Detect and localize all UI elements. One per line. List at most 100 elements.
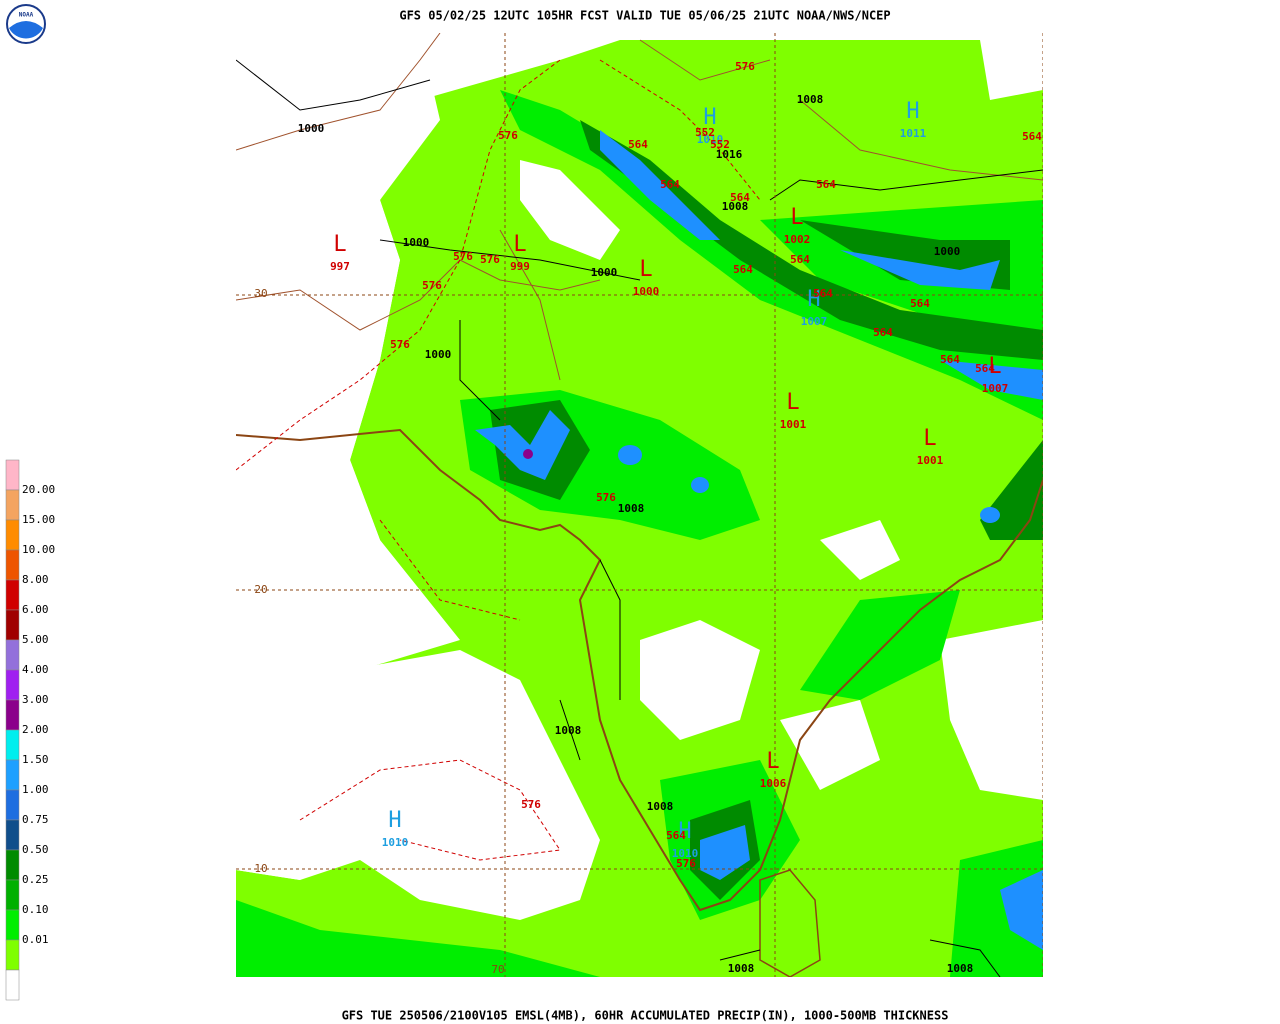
- legend-label: 15.00: [22, 513, 55, 526]
- isobar-label: 1000: [298, 122, 325, 135]
- legend-label: 1.00: [22, 783, 49, 796]
- thickness-label: 564: [1022, 130, 1042, 143]
- legend-swatch: [5, 639, 20, 671]
- legend-swatch: [5, 969, 20, 1001]
- isobar-label: 1008: [947, 962, 974, 975]
- thickness-label: 576: [422, 279, 442, 292]
- legend-swatch: [5, 819, 20, 851]
- pressure-value: 1007: [982, 382, 1009, 395]
- thickness-label: 576: [596, 491, 616, 504]
- legend-label: 6.00: [22, 603, 49, 616]
- map-area: [236, 33, 1043, 977]
- legend-swatch: [5, 549, 20, 581]
- thickness-label: 552: [710, 138, 730, 151]
- pressure-symbol: L: [790, 205, 803, 230]
- svg-text:NOAA: NOAA: [19, 12, 34, 19]
- legend-label: 3.00: [22, 693, 49, 706]
- map-title: GFS 05/02/25 12UTC 105HR FCST VALID TUE …: [399, 9, 890, 23]
- legend-swatch: [5, 849, 20, 881]
- legend-label: 10.00: [22, 543, 55, 556]
- legend-label: 20.00: [22, 483, 55, 496]
- thickness-label: 564: [733, 263, 753, 276]
- thickness-label: 564: [730, 191, 750, 204]
- legend-label: 2.00: [22, 723, 49, 736]
- pressure-symbol: H: [807, 287, 820, 312]
- pressure-value: 1010: [672, 847, 699, 860]
- legend-swatch: [5, 909, 20, 941]
- isobar-label: 1008: [722, 200, 749, 213]
- legend-swatch: [5, 939, 20, 971]
- legend-label: 0.25: [22, 873, 49, 886]
- isobar-label: 1016: [716, 148, 743, 161]
- pressure-value: 1006: [760, 777, 787, 790]
- thickness-label: 576: [735, 60, 755, 73]
- legend-swatch: [5, 759, 20, 791]
- grid-label: 20: [254, 583, 267, 596]
- noaa-logo: NOAA: [6, 4, 46, 44]
- legend-swatch: [5, 579, 20, 611]
- map-caption: GFS TUE 250506/2100V105 EMSL(4MB), 60HR …: [342, 1009, 949, 1023]
- pressure-value: 1011: [900, 127, 927, 140]
- pressure-symbol: L: [766, 749, 779, 774]
- legend-swatch: [5, 609, 20, 641]
- thickness-label: 564: [910, 297, 930, 310]
- legend-swatch: [5, 669, 20, 701]
- pressure-value: 1000: [633, 285, 660, 298]
- pressure-symbol: L: [988, 354, 1001, 379]
- isobar-label: 1008: [797, 93, 824, 106]
- pressure-value: 1010: [697, 133, 724, 146]
- thickness-label: 564: [790, 253, 810, 266]
- legend-swatch: [5, 459, 20, 491]
- legend-label: 1.50: [22, 753, 49, 766]
- isobar-label: 1000: [934, 245, 961, 258]
- thickness-label: 576: [498, 129, 518, 142]
- thickness-label: 564: [660, 178, 680, 191]
- pressure-symbol: L: [923, 426, 936, 451]
- pressure-value: 1001: [917, 454, 944, 467]
- pressure-symbol: H: [388, 808, 401, 833]
- thickness-label: 564: [666, 829, 686, 842]
- pressure-symbol: H: [703, 105, 716, 130]
- thickness-label: 564: [940, 353, 960, 366]
- thickness-label: 564: [816, 178, 836, 191]
- thickness-label: 564: [873, 326, 893, 339]
- isobar-label: 1000: [425, 348, 452, 361]
- pressure-symbol: H: [906, 99, 919, 124]
- isobar-label: 1000: [591, 266, 618, 279]
- thickness-label: 564: [813, 287, 833, 300]
- pressure-symbol: L: [333, 232, 346, 257]
- pressure-symbol: L: [639, 257, 652, 282]
- pressure-symbol: L: [786, 390, 799, 415]
- pressure-symbol: H: [678, 819, 691, 844]
- isobar-label: 1008: [618, 502, 645, 515]
- legend-label: 0.10: [22, 903, 49, 916]
- thickness-label: 576: [453, 250, 473, 263]
- legend-label: 0.75: [22, 813, 49, 826]
- legend-swatch: [5, 489, 20, 521]
- grid-label: 10: [254, 862, 267, 875]
- thickness-label: 564: [975, 362, 995, 375]
- pressure-value: 997: [330, 260, 350, 273]
- thickness-label: 552: [695, 126, 715, 139]
- legend-label: 4.00: [22, 663, 49, 676]
- pressure-value: 999: [510, 260, 530, 273]
- pressure-value: 1010: [382, 836, 409, 849]
- legend-label: 0.50: [22, 843, 49, 856]
- thickness-label: 576: [521, 798, 541, 811]
- legend-swatch: [5, 729, 20, 761]
- legend-label: 8.00: [22, 573, 49, 586]
- legend-swatch: [5, 699, 20, 731]
- pressure-symbol: L: [513, 232, 526, 257]
- legend-swatch: [5, 879, 20, 911]
- legend-label: 0.01: [22, 933, 49, 946]
- thickness-label: 564: [628, 138, 648, 151]
- thickness-label: 576: [676, 857, 696, 870]
- thickness-label: 576: [480, 253, 500, 266]
- grid-label: 30: [254, 287, 267, 300]
- legend-swatch: [5, 789, 20, 821]
- isobar-label: 1000: [403, 236, 430, 249]
- pressure-value: 1002: [784, 233, 811, 246]
- precip-legend: 20.00 15.00 10.00 8.00 6.00 5.00 4.00 3.00 2.00 1…: [5, 459, 55, 1001]
- legend-swatch: [5, 519, 20, 551]
